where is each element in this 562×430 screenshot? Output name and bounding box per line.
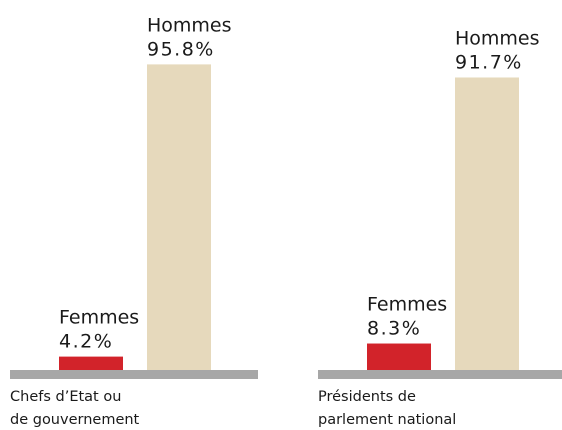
- x-axis-label: parlement national: [318, 412, 456, 428]
- x-axis-label: Présidents de: [318, 389, 416, 405]
- x-axis-label: de gouvernement: [10, 412, 140, 428]
- value-label: 95.8%: [147, 38, 215, 60]
- bar: [455, 77, 519, 371]
- baseline: [10, 370, 258, 379]
- bar: [367, 343, 431, 370]
- category-label: Hommes: [455, 27, 540, 49]
- value-label: 91.7%: [455, 51, 523, 73]
- baseline: [318, 370, 562, 379]
- category-label: Hommes: [147, 14, 232, 36]
- value-label: 8.3%: [367, 318, 421, 340]
- bar: [147, 64, 211, 370]
- value-label: 4.2%: [59, 331, 113, 353]
- category-label: Femmes: [367, 294, 447, 316]
- category-label: Femmes: [59, 307, 139, 329]
- x-axis-label: Chefs d’Etat ou: [10, 389, 121, 405]
- bar: [59, 356, 123, 370]
